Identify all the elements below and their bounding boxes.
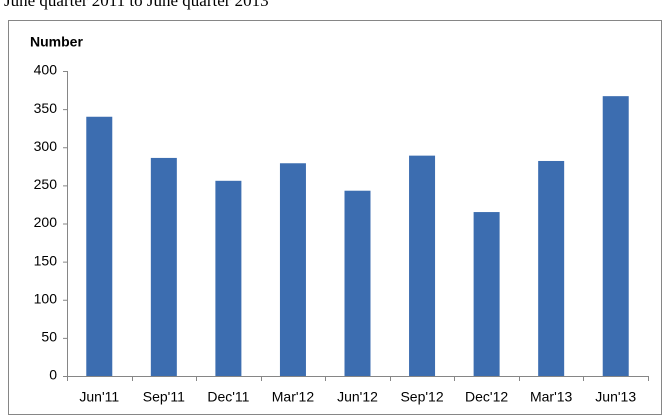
y-tick-label: 50	[41, 329, 57, 345]
x-tick-label: Sep'12	[400, 389, 443, 405]
y-tick-label: 100	[34, 290, 58, 306]
x-tick-label: Jun'13	[595, 389, 636, 405]
y-tick-label: 0	[49, 367, 57, 383]
chart-frame	[8, 20, 662, 415]
x-tick-label: Dec'12	[465, 389, 508, 405]
y-tick-label: 300	[34, 138, 58, 154]
y-tick-label: 400	[34, 62, 58, 78]
x-tick-label: Mar'13	[530, 389, 573, 405]
y-tick-label: 200	[34, 214, 58, 230]
bar	[538, 160, 565, 376]
x-tick-label: Mar'12	[272, 389, 315, 405]
bar	[150, 157, 177, 376]
bar	[344, 190, 371, 376]
x-tick-label: Jun'12	[337, 389, 378, 405]
bar	[409, 155, 436, 376]
y-tick-label: 150	[34, 252, 58, 268]
bar	[602, 96, 629, 376]
y-tick-label: 350	[34, 100, 58, 116]
x-tick-label: Dec'11	[207, 389, 249, 405]
bar	[215, 180, 242, 376]
bar	[473, 212, 500, 376]
bar	[279, 163, 306, 376]
y-tick-label: 250	[34, 176, 58, 192]
y-axis-title: Number	[30, 34, 83, 50]
x-tick-label: Jun'11	[79, 389, 119, 405]
bar	[86, 116, 113, 376]
x-tick-label: Sep'11	[143, 389, 185, 405]
chart-title: June quarter 2011 to June quarter 2013	[4, 0, 269, 10]
